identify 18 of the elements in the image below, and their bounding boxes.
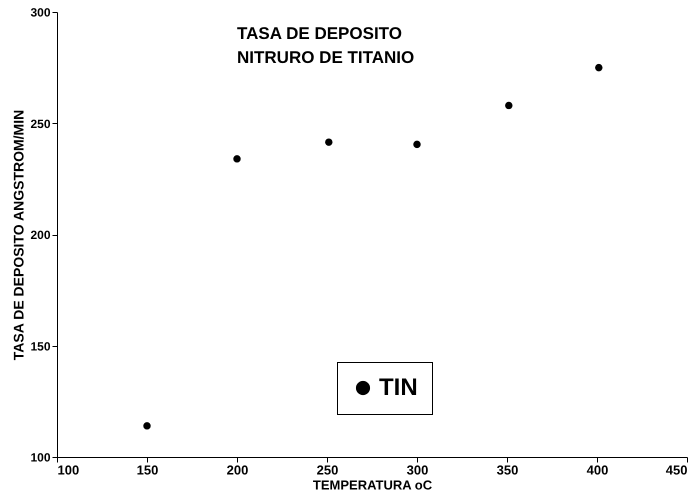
legend-label: TIN <box>379 374 418 401</box>
x-axis-title: TEMPERATURA oC <box>312 478 433 492</box>
x-tick-label: 100 <box>58 462 80 478</box>
x-tick-label: 400 <box>586 462 608 478</box>
y-tick-label: 250 <box>30 116 51 131</box>
x-tick-label: 300 <box>406 462 428 478</box>
x-tick-label: 150 <box>136 462 158 478</box>
y-tick-label: 300 <box>30 6 51 20</box>
y-tick-label: 150 <box>30 339 51 354</box>
x-tick-label: 450 <box>666 462 688 478</box>
x-tick-label: 250 <box>316 462 338 478</box>
x-tick-label: 350 <box>496 462 518 478</box>
x-tick-label: 200 <box>226 462 248 478</box>
y-tick-label: 100 <box>30 450 51 464</box>
text: TASA DE DEPOSITO <box>237 24 402 43</box>
text: NITRURO DE TITANIO <box>237 48 414 67</box>
y-axis-title: TASA DE DEPOSITO ANGSTROM/MIN <box>10 110 26 360</box>
y-tick-label: 200 <box>30 228 51 242</box>
